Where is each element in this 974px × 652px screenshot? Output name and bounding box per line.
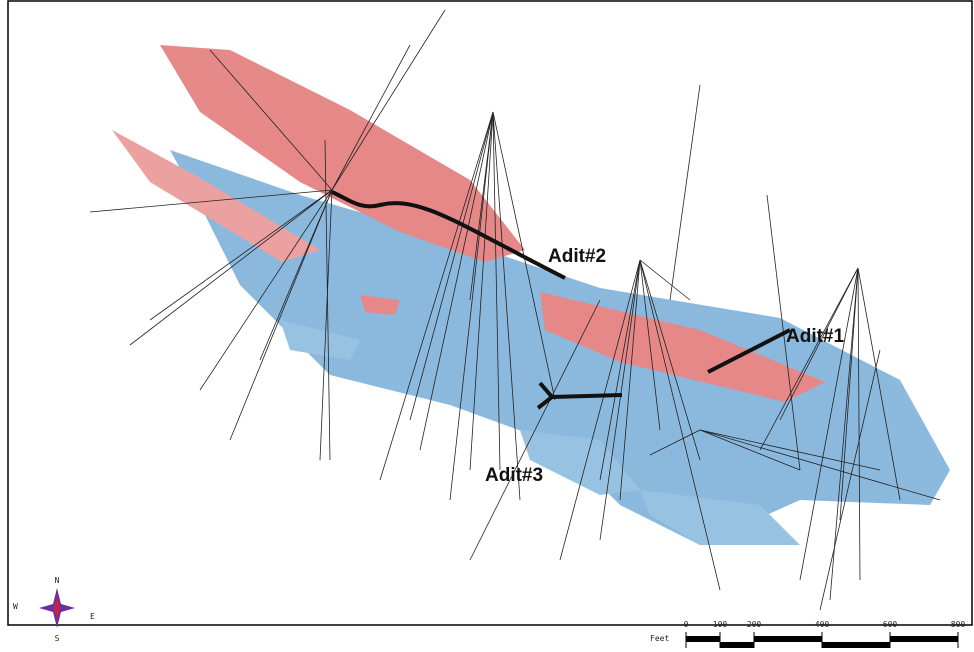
scale-segment (754, 636, 822, 642)
adit-label: Adit#3 (485, 465, 543, 486)
compass-needle (54, 596, 60, 620)
scale-bar: Feet 0 100 200 400 600 800 (650, 620, 965, 648)
drill-hole (799, 267, 859, 581)
drill-hole (559, 259, 641, 561)
drill-hole (639, 259, 661, 431)
drill-hole (199, 189, 333, 391)
scale-tick-label: 100 (713, 620, 728, 629)
drill-hole (699, 429, 881, 471)
drill-hole (759, 267, 859, 451)
adit-1-tunnel (707, 328, 791, 374)
drill-hole (639, 259, 701, 461)
drill-hole (419, 111, 494, 451)
drill-hole (331, 9, 446, 191)
drill-hole (259, 189, 333, 361)
adit-3-tunnel (536, 381, 623, 410)
drill-hole (469, 111, 494, 301)
drill-hole (492, 111, 501, 471)
blue-zone (640, 490, 800, 545)
blue-zone (520, 430, 640, 495)
scale-segment (890, 636, 958, 642)
drill-hole (331, 44, 411, 191)
drill-hole (409, 111, 494, 421)
scale-tick-label: 600 (883, 620, 898, 629)
red-zone (540, 292, 825, 402)
drill-hole (857, 267, 901, 501)
scale-tick-label: 800 (951, 620, 966, 629)
adit-2-tunnel (331, 190, 566, 280)
drill-hole (129, 189, 333, 346)
drill-hole (699, 429, 941, 501)
scale-unit: Feet (650, 634, 669, 643)
drill-hole (839, 267, 859, 521)
blue-zone (280, 320, 360, 360)
compass-north: N (55, 576, 60, 585)
drill-hole (469, 299, 601, 561)
scale-segment (822, 642, 890, 648)
compass: N S E W (13, 576, 95, 643)
scale-segment (720, 642, 754, 648)
compass-south: S (55, 634, 60, 643)
drill-hole (619, 259, 641, 501)
compass-east: E (90, 612, 95, 621)
drill-hole (699, 429, 801, 471)
drill-hole (469, 111, 494, 471)
drill-hole (89, 189, 333, 213)
scale-segment (686, 636, 720, 642)
drill-hole (379, 111, 494, 481)
adits (331, 190, 791, 410)
drill-hole (319, 189, 333, 461)
scale-tick-label: 200 (747, 620, 762, 629)
scale-tick-label: 400 (815, 620, 830, 629)
drill-hole (449, 111, 494, 501)
drill-hole (639, 259, 721, 591)
drill-hole (324, 139, 331, 461)
drill-hole (779, 267, 859, 421)
red-zone (360, 295, 400, 315)
adit-label: Adit#2 (548, 246, 606, 267)
drill-hole (229, 189, 333, 441)
drill-hole (149, 189, 333, 321)
drill-hole (492, 111, 521, 501)
drill-hole (639, 259, 691, 301)
adit-label: Adit#1 (786, 326, 845, 347)
red-zone (160, 45, 525, 262)
compass-west: W (13, 602, 18, 611)
drill-hole (599, 259, 641, 481)
drill-hole (649, 429, 701, 456)
drill-hole (819, 349, 881, 611)
drill-hole (209, 49, 333, 191)
drill-hole (669, 84, 701, 301)
scale-tick-label: 0 (684, 620, 689, 629)
drill-hole (599, 259, 641, 541)
drill-hole (857, 267, 861, 581)
red-zone (112, 130, 320, 262)
drill-holes (89, 9, 941, 611)
